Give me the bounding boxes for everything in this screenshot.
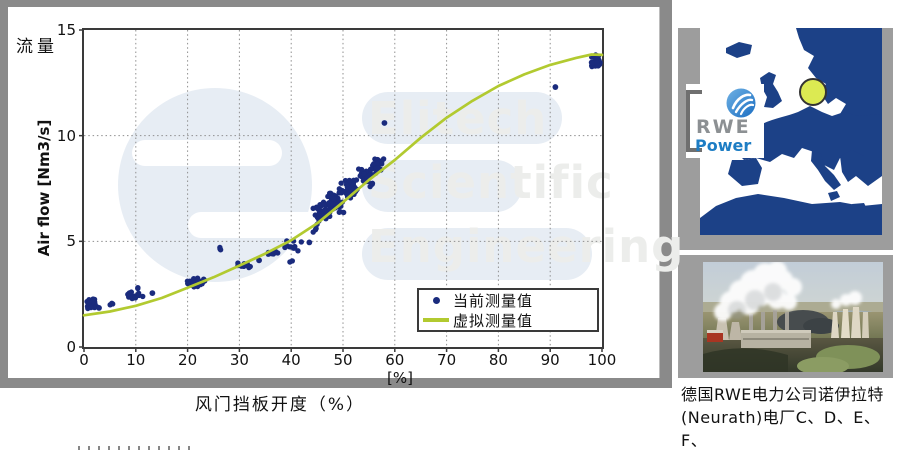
x-axis-unit: [%] — [387, 369, 413, 387]
photo-frame — [678, 255, 893, 378]
map-italy — [811, 150, 841, 190]
logo-bracket — [686, 90, 702, 152]
power-plant-photo — [703, 261, 883, 375]
plant-location-marker — [799, 78, 827, 106]
map-continental-europe — [734, 106, 882, 186]
x-tick-label: 60 — [385, 351, 405, 369]
y-tick-label: 0 — [66, 338, 76, 356]
chart-panel: Elitech Scientific Engineering 流量 Air fl… — [0, 0, 683, 388]
x-tick-label: 50 — [333, 351, 353, 369]
x-tick-label: 100 — [587, 351, 617, 369]
x-tick-label: 80 — [488, 351, 508, 369]
y-axis-title-chinese: 流量 — [16, 37, 58, 57]
photo-caption: 德国RWE电力公司诺伊拉特 (Neurath)电厂C、D、E、F、 G 机组 — [681, 383, 906, 450]
x-tick-label: 10 — [126, 351, 146, 369]
map-north-africa — [700, 194, 882, 235]
legend-label: 当前测量值 — [453, 291, 534, 310]
rwe-swoosh-icon — [726, 88, 756, 118]
photo-caption-line: (Neurath)电厂C、D、E、F、 — [681, 408, 881, 450]
europe-map — [700, 28, 882, 235]
x-tick-label: 40 — [281, 351, 301, 369]
map-iberia — [728, 158, 762, 186]
legend-entry-measured: 当前测量值 — [419, 290, 597, 310]
x-tick-label: 0 — [79, 351, 89, 369]
map-sicily — [828, 191, 840, 201]
chart-caption: 风门挡板开度（%） — [194, 395, 366, 415]
power-plant-photo-graphic — [703, 261, 883, 375]
x-tick-label: 20 — [178, 351, 198, 369]
x-tick-label: 90 — [540, 351, 560, 369]
legend-label: 虚拟测量值 — [453, 311, 534, 330]
clipped-text-fragment — [78, 446, 190, 450]
y-tick-label: 10 — [56, 126, 76, 145]
rwe-power-text: Power — [695, 136, 752, 155]
legend-entry-virtual: 虚拟测量值 — [419, 310, 597, 330]
map-iceland — [726, 42, 752, 58]
europe-map-graphic — [700, 28, 882, 235]
map-scandinavia — [796, 28, 882, 124]
legend-line-marker — [419, 318, 453, 322]
x-tick-label: 30 — [229, 351, 249, 369]
chart-legend: 当前测量值 虚拟测量值 — [417, 288, 599, 332]
y-tick-label: 15 — [56, 21, 76, 39]
map-britain — [760, 72, 782, 108]
rwe-brand-text: RWE — [696, 116, 751, 138]
y-tick-label: 5 — [66, 232, 76, 251]
plot-area: Air flow [Nm3/s] 0 5 10 15 0 10 20 30 40 50 60 70 8… — [35, 21, 616, 387]
photo-caption-line: 德国RWE电力公司诺伊拉特 — [681, 385, 884, 404]
rwe-power-logo: RWE Power — [686, 84, 764, 158]
legend-dot-marker — [419, 296, 453, 304]
x-tick-label: 70 — [437, 351, 457, 369]
map-balkans — [840, 150, 872, 182]
